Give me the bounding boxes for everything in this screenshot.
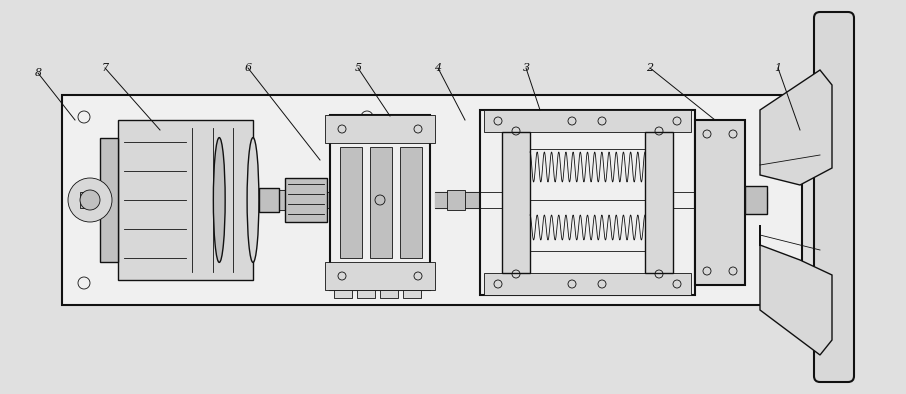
- Bar: [447, 190, 465, 210]
- Bar: [484, 273, 691, 295]
- Bar: [330, 115, 430, 290]
- Circle shape: [80, 190, 100, 210]
- Text: 7: 7: [101, 63, 109, 73]
- Bar: [745, 186, 767, 214]
- Bar: [645, 132, 673, 273]
- Bar: [484, 110, 691, 132]
- Text: 3: 3: [523, 63, 530, 73]
- Text: 6: 6: [245, 63, 252, 73]
- Bar: [62, 95, 802, 305]
- Polygon shape: [760, 225, 832, 355]
- Text: 8: 8: [34, 68, 42, 78]
- Bar: [325, 115, 435, 143]
- Text: 5: 5: [354, 63, 361, 73]
- Bar: [100, 138, 118, 262]
- Ellipse shape: [247, 138, 259, 262]
- Bar: [502, 132, 530, 273]
- Text: 2: 2: [647, 63, 653, 73]
- Bar: [403, 290, 421, 298]
- Bar: [400, 147, 422, 258]
- Polygon shape: [760, 70, 832, 185]
- Text: 1: 1: [775, 63, 782, 73]
- Bar: [695, 120, 745, 285]
- Bar: [334, 290, 352, 298]
- Bar: [480, 110, 695, 295]
- Bar: [370, 147, 392, 258]
- Circle shape: [68, 178, 112, 222]
- Bar: [380, 290, 398, 298]
- Bar: [325, 262, 435, 290]
- Ellipse shape: [213, 138, 226, 262]
- Bar: [285, 178, 327, 222]
- Text: 4: 4: [435, 63, 441, 73]
- Bar: [118, 120, 253, 280]
- Bar: [357, 290, 375, 298]
- Bar: [259, 188, 279, 212]
- FancyBboxPatch shape: [814, 12, 854, 382]
- Bar: [340, 147, 362, 258]
- Bar: [80, 192, 90, 208]
